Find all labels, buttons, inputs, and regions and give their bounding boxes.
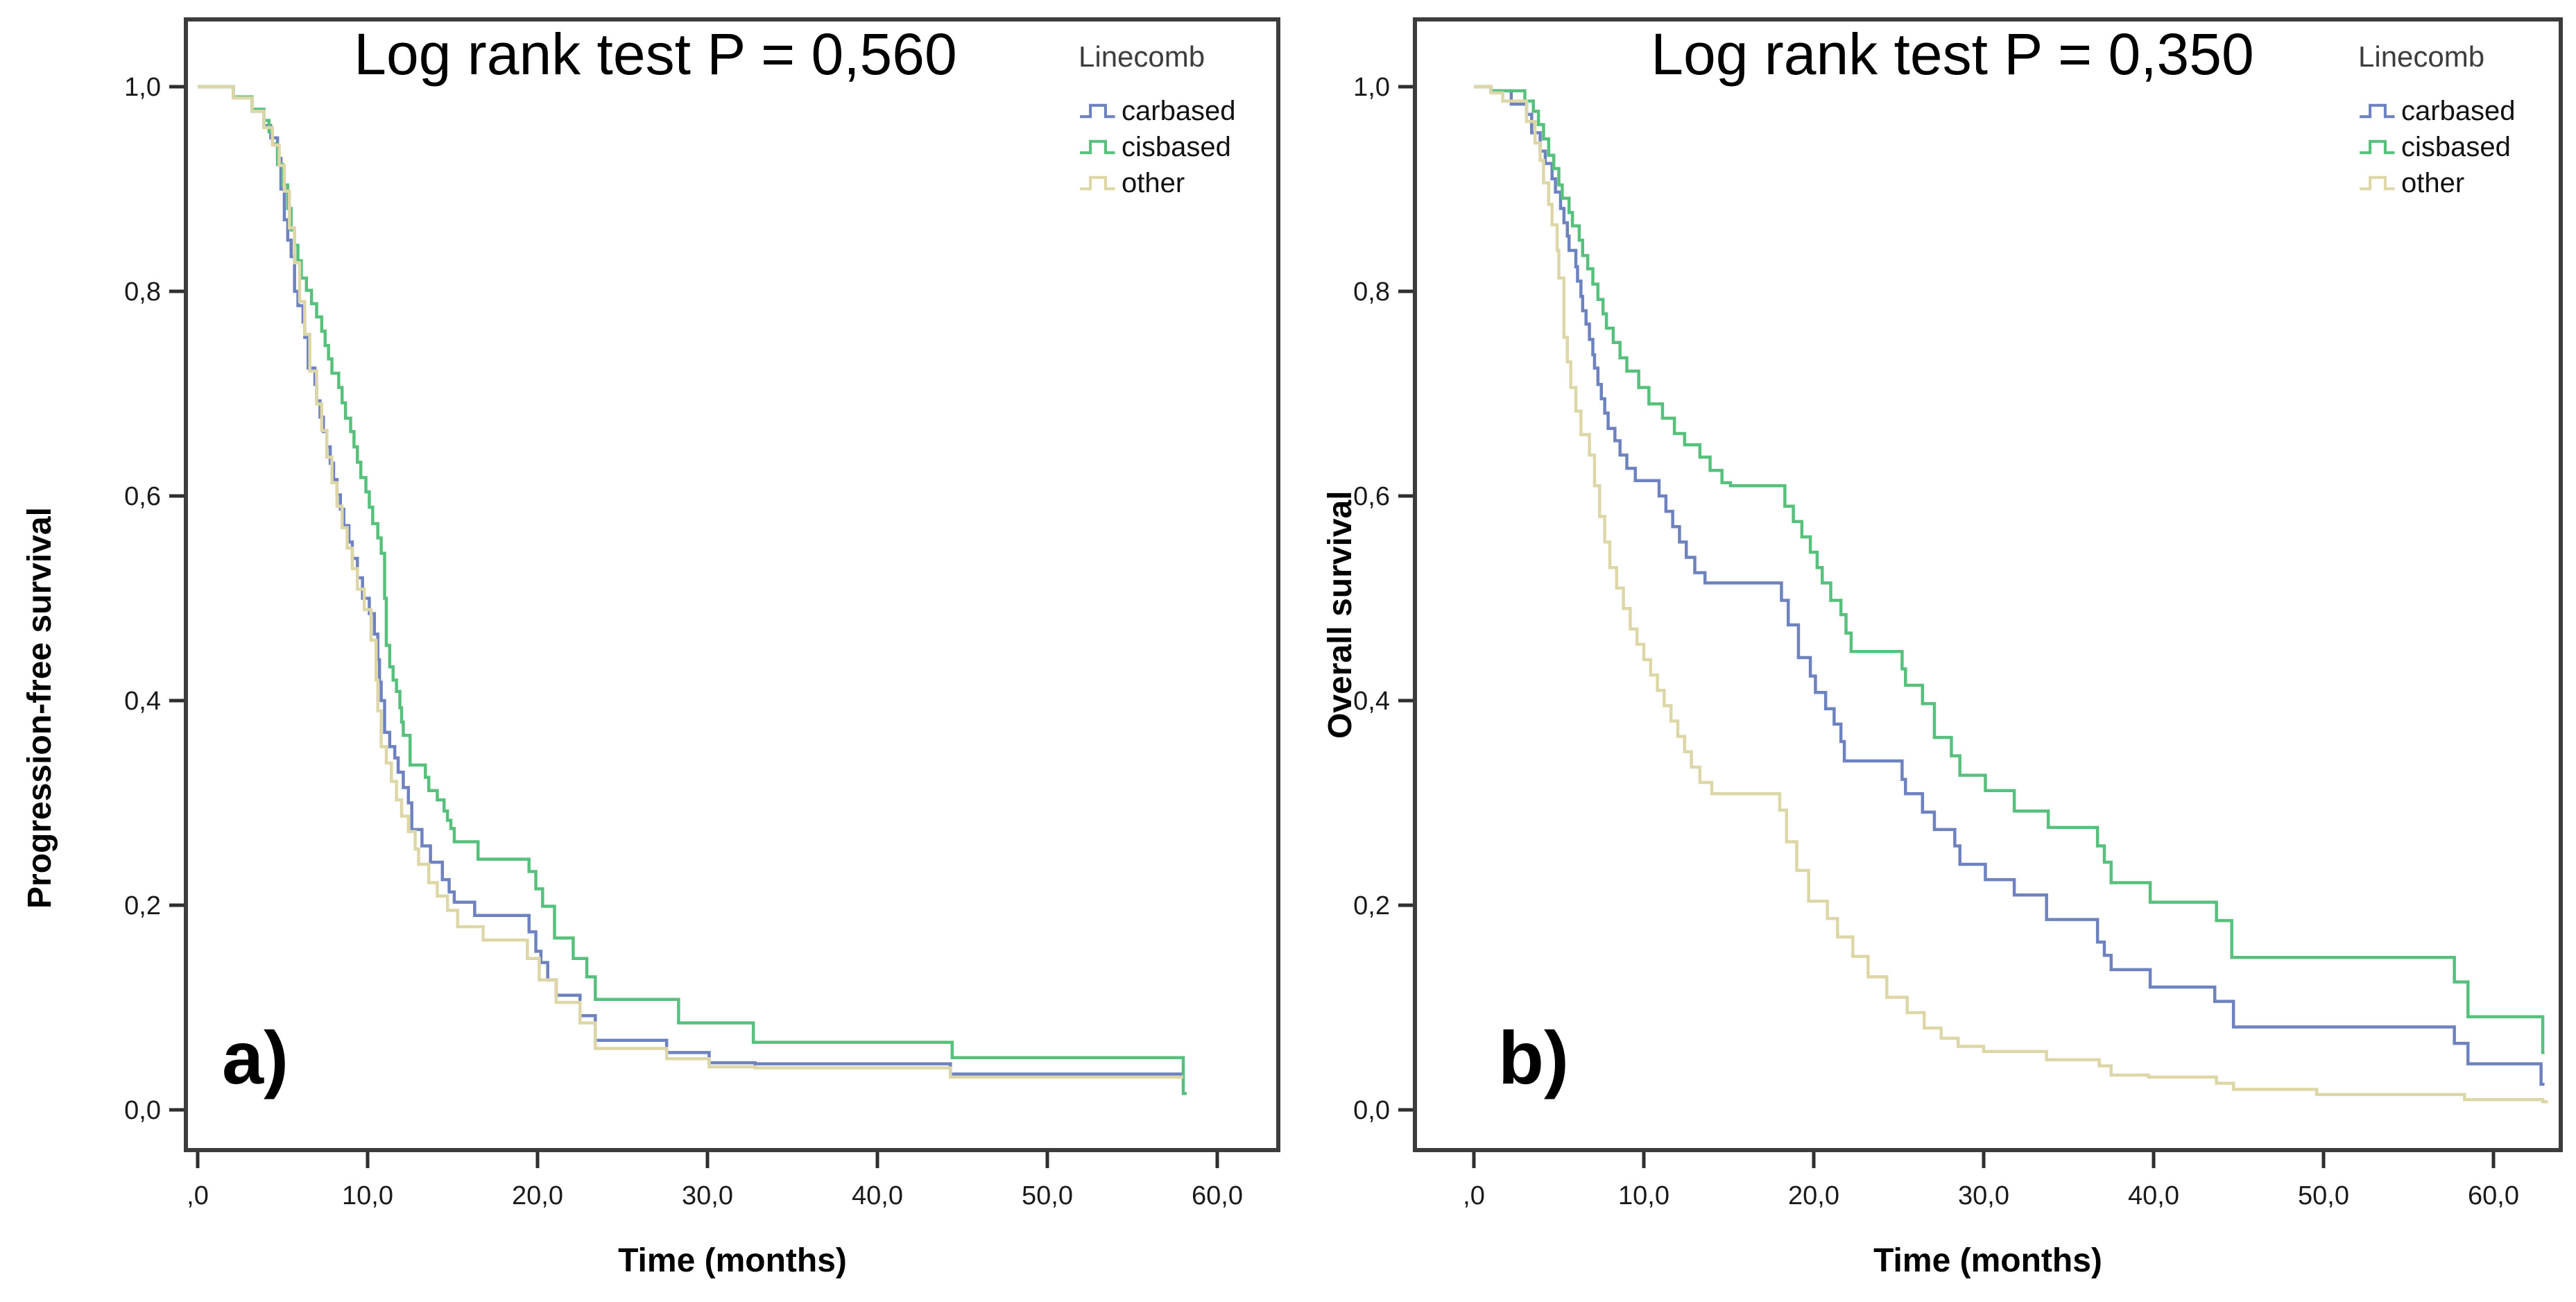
y-tick-label: 0,0: [124, 1096, 161, 1125]
x-tick-label: 40,0: [2128, 1181, 2179, 1210]
step-line-icon: [2360, 175, 2395, 191]
y-tick-label: 0,8: [1353, 277, 1390, 307]
km-curve-cisbased: [198, 85, 1187, 1095]
y-tick-label: 0,6: [1353, 482, 1390, 511]
km-curve-carbased: [1474, 85, 2545, 1086]
y-tick-label: 0,0: [1353, 1096, 1390, 1125]
step-line-icon: [2360, 103, 2395, 119]
legend-item-carbased: carbased: [2358, 93, 2566, 129]
y-tick-label: 1,0: [1353, 73, 1390, 102]
legend-label: carbased: [1122, 95, 1236, 126]
x-tick-label: 30,0: [682, 1181, 733, 1210]
y-tick-label: 0,4: [124, 687, 161, 716]
legend-item-other: other: [2358, 165, 2566, 201]
x-tick-label: ,0: [187, 1181, 209, 1210]
y-tick-label: 0,4: [1353, 687, 1390, 716]
legend-label: other: [1122, 167, 1185, 198]
x-tick-label: 50,0: [2298, 1181, 2349, 1210]
step-line-icon: [1080, 103, 1115, 119]
panel-b-legend: Linecomb carbased cisbased other: [2358, 40, 2566, 201]
panel-b-x-axis-title: Time (months): [1873, 1242, 2102, 1279]
x-tick-label: 60,0: [2468, 1181, 2519, 1210]
x-tick-label: 10,0: [1618, 1181, 1669, 1210]
x-tick-label: 50,0: [1022, 1181, 1073, 1210]
legend-item-cisbased: cisbased: [1079, 129, 1287, 165]
x-tick-label: 60,0: [1192, 1181, 1243, 1210]
y-tick-label: 0,2: [1353, 891, 1390, 920]
y-tick-label: 0,8: [124, 277, 161, 307]
legend-item-cisbased: cisbased: [2358, 129, 2566, 165]
y-tick-label: 0,6: [124, 482, 161, 511]
y-tick-label: 0,2: [124, 891, 161, 920]
km-curve-cisbased: [1474, 85, 2545, 1054]
legend-item-other: other: [1079, 165, 1287, 201]
x-tick-label: 20,0: [1788, 1181, 1839, 1210]
legend-label: other: [2401, 167, 2465, 198]
plot-frame: [184, 17, 1280, 1152]
panel-a-title: Log rank test P = 0,560: [354, 22, 957, 87]
plot-frame: [1413, 17, 2563, 1152]
legend-title: Linecomb: [2358, 40, 2485, 73]
step-line-icon: [2360, 139, 2395, 155]
km-curve-other: [1474, 85, 2548, 1104]
panel-b-y-axis-title: Overall survival: [1322, 490, 1359, 739]
panel-b-letter: b): [1498, 1016, 1569, 1099]
km-curve-carbased: [198, 85, 1183, 1076]
y-tick-label: 1,0: [124, 73, 161, 102]
legend-label: carbased: [2401, 95, 2516, 126]
legend-label: cisbased: [2401, 131, 2511, 162]
legend-title: Linecomb: [1079, 40, 1205, 73]
x-tick-label: 20,0: [512, 1181, 563, 1210]
step-line-icon: [1080, 175, 1115, 191]
km-curve-other: [198, 85, 1183, 1079]
panel-b-title: Log rank test P = 0,350: [1651, 22, 2254, 87]
step-line-icon: [1080, 139, 1115, 155]
panel-a-y-axis-title: Progression-free survival: [22, 507, 58, 909]
x-tick-label: 40,0: [852, 1181, 903, 1210]
x-tick-label: 10,0: [342, 1181, 393, 1210]
legend-label: cisbased: [1122, 131, 1231, 162]
legend-item-carbased: carbased: [1079, 93, 1287, 129]
x-tick-label: ,0: [1463, 1181, 1485, 1210]
panel-a-x-axis-title: Time (months): [618, 1242, 847, 1279]
x-tick-label: 30,0: [1958, 1181, 2009, 1210]
panel-a-letter: a): [222, 1016, 289, 1099]
panel-a-legend: Linecomb carbased cisbased other: [1079, 40, 1287, 201]
